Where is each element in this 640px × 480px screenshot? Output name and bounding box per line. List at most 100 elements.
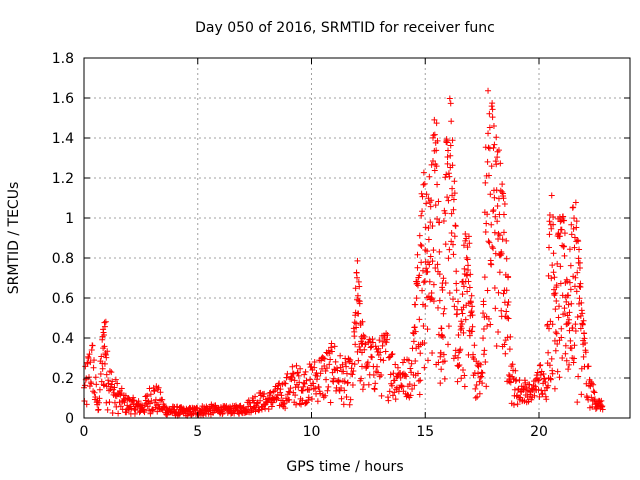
data-point xyxy=(488,221,495,228)
data-point xyxy=(537,371,544,378)
y-tick-label: 0 xyxy=(65,411,74,427)
data-point xyxy=(467,298,474,305)
data-point xyxy=(499,181,506,188)
data-point xyxy=(278,392,285,399)
data-point xyxy=(494,203,501,210)
data-point xyxy=(113,403,120,410)
data-point xyxy=(89,342,96,349)
data-point xyxy=(434,261,441,268)
data-point xyxy=(292,392,299,399)
data-point xyxy=(115,410,122,417)
data-point xyxy=(324,387,331,394)
data-point xyxy=(590,388,597,395)
data-point xyxy=(571,234,578,241)
data-point xyxy=(418,212,425,219)
data-point xyxy=(471,342,478,349)
data-point xyxy=(450,251,457,258)
data-point xyxy=(260,393,267,400)
data-point xyxy=(434,137,441,144)
data-point xyxy=(346,401,353,408)
data-point xyxy=(563,357,570,364)
data-point xyxy=(565,366,572,373)
data-point xyxy=(556,233,563,240)
data-point xyxy=(550,221,557,228)
data-point xyxy=(87,359,94,366)
data-point xyxy=(294,369,301,376)
data-point xyxy=(416,316,423,323)
data-point xyxy=(416,232,423,239)
data-point xyxy=(576,283,583,290)
data-point xyxy=(442,174,449,181)
data-point xyxy=(510,401,517,408)
x-tick-label: 0 xyxy=(80,424,89,440)
data-point xyxy=(546,244,553,251)
data-point xyxy=(105,380,112,387)
data-point xyxy=(567,337,574,344)
data-point xyxy=(406,381,413,388)
data-point xyxy=(289,363,296,370)
data-point xyxy=(574,399,581,406)
data-point xyxy=(436,271,443,278)
data-point xyxy=(445,197,452,204)
data-point xyxy=(416,272,423,279)
data-point xyxy=(568,231,575,238)
data-point xyxy=(479,369,486,376)
data-point xyxy=(430,132,437,139)
data-point xyxy=(102,318,109,325)
data-point xyxy=(448,118,455,125)
data-point xyxy=(362,340,369,347)
data-point xyxy=(460,329,467,336)
data-point xyxy=(296,400,303,407)
data-point xyxy=(492,305,499,312)
data-point xyxy=(483,383,490,390)
data-point xyxy=(588,394,595,401)
data-point xyxy=(392,396,399,403)
data-point xyxy=(270,388,277,395)
data-point xyxy=(141,409,148,416)
data-point xyxy=(462,316,469,323)
data-point xyxy=(92,394,99,401)
data-point xyxy=(354,274,360,281)
data-point xyxy=(570,204,577,211)
data-point xyxy=(554,368,561,375)
data-point xyxy=(445,147,451,154)
data-point xyxy=(548,355,555,362)
data-point xyxy=(426,278,433,285)
data-point xyxy=(574,313,581,320)
data-point xyxy=(495,289,502,296)
data-point xyxy=(500,195,507,202)
data-point xyxy=(322,367,329,374)
data-point xyxy=(566,279,573,286)
data-point xyxy=(433,163,440,170)
data-point xyxy=(580,317,587,324)
data-point xyxy=(487,191,494,198)
data-point xyxy=(501,341,508,348)
data-point xyxy=(485,172,492,179)
data-point xyxy=(93,381,100,388)
data-point xyxy=(329,369,336,376)
data-point xyxy=(285,388,292,395)
data-point xyxy=(430,298,437,305)
data-point xyxy=(334,367,341,374)
data-point xyxy=(505,298,512,305)
data-point xyxy=(286,396,293,403)
data-point xyxy=(429,222,436,229)
data-point xyxy=(548,275,555,282)
data-point xyxy=(98,353,105,360)
data-point xyxy=(536,393,543,400)
data-point xyxy=(421,339,428,346)
data-point xyxy=(144,392,151,399)
data-point xyxy=(479,380,486,387)
data-point xyxy=(453,280,460,287)
data-point xyxy=(539,390,546,397)
data-point xyxy=(535,377,542,384)
data-point xyxy=(387,371,394,378)
data-point xyxy=(491,284,498,291)
data-point xyxy=(277,386,284,393)
data-point xyxy=(480,310,487,317)
data-point xyxy=(412,301,419,308)
data-point xyxy=(554,341,561,348)
data-point xyxy=(577,312,584,319)
data-point xyxy=(512,367,519,374)
data-point xyxy=(92,374,99,381)
